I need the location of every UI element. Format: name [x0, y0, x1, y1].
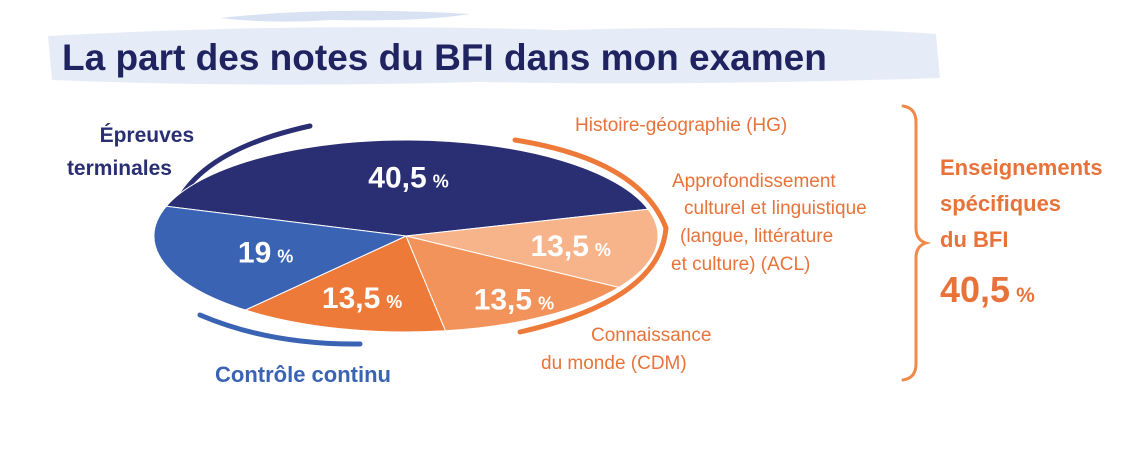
pie-value-label: 19% — [238, 237, 293, 270]
group-value: 40,5% — [940, 269, 1035, 310]
label-epreuves-terminales: Épreuves terminales — [67, 124, 200, 180]
title-background — [48, 27, 940, 85]
blue-outline-swoosh — [197, 312, 363, 347]
group-label: Enseignements spécifiques du BFI — [940, 155, 1109, 252]
pie-slice — [153, 205, 408, 311]
pie-value-label: 13,5% — [474, 284, 554, 317]
orange-outline-swoosh — [512, 137, 669, 335]
pie-value-labels: 40,5 % 13,5 % 13,5 % 13,5 % 19% — [238, 162, 611, 317]
page-title: La part des notes du BFI dans mon examen — [62, 37, 827, 78]
pie-slice — [165, 139, 649, 237]
label-connaissance-du-monde: Connaissance du monde (CDM) — [541, 325, 717, 374]
pie-slice — [405, 235, 621, 332]
group-bracket — [901, 104, 932, 382]
label-acl: Approfondissement culturel et linguistiq… — [671, 171, 872, 275]
label-histoire-geographie: Histoire-géographie (HG) — [575, 115, 787, 136]
pie-value-label: 40,5% — [368, 162, 448, 195]
pie-value-label: 13,5% — [530, 230, 610, 263]
pie-chart — [153, 139, 659, 333]
label-controle-continu: Contrôle continu — [215, 362, 391, 387]
title-brush-stroke — [220, 10, 470, 22]
pie-slice — [244, 235, 447, 333]
pie-slice — [405, 208, 659, 288]
pie-value-label: 13,5% — [322, 282, 402, 315]
